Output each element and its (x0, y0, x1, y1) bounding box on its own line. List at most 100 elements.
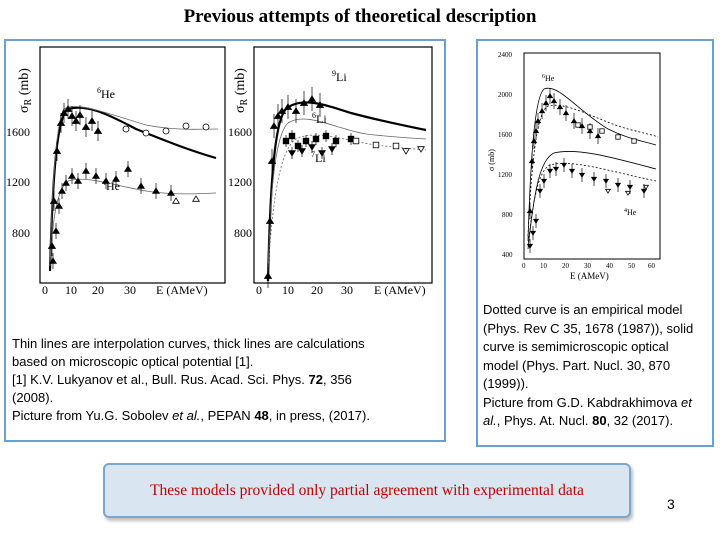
data-point-6he (550, 97, 558, 104)
data-point-4he (67, 172, 77, 179)
data-point-6he (63, 105, 73, 112)
panel-a-thin-curve-4he (49, 178, 217, 267)
data-point-7li-open (416, 146, 426, 153)
data-point-6li (288, 132, 296, 140)
data-point-7li (307, 144, 317, 151)
right-solid-curve-6he (527, 87, 657, 242)
data-point-6li (312, 135, 320, 143)
slide-title: Previous attempts of theoretical descrip… (183, 6, 537, 27)
data-point-6li (294, 142, 302, 150)
data-point-6he (93, 127, 103, 134)
panel-b-ytick: 800 (234, 226, 252, 240)
data-point-6he (528, 157, 536, 164)
panel-a-ylabel: σR (mb) (17, 68, 34, 113)
panel-a-ytick: 800 (12, 226, 30, 240)
data-point-6he (570, 117, 578, 124)
right-solid-curve-4he (527, 150, 657, 250)
data-point-6he (556, 103, 564, 110)
data-point-6he (526, 207, 534, 214)
panel-a-xtick: 30 (124, 283, 136, 297)
right-label-6he: 6He (542, 74, 555, 83)
panel-a-xtick: 0 (42, 283, 48, 297)
data-point-6he (562, 109, 570, 116)
data-point-6he (586, 127, 594, 134)
data-point-6he-open (162, 127, 170, 135)
panel-b-label-7li: 7Li (311, 150, 326, 165)
right-xtick: 20 (562, 262, 570, 270)
data-point-6he (67, 112, 77, 119)
data-point-4he (526, 243, 534, 249)
data-point-4he (61, 179, 71, 186)
right-plot-frame (523, 52, 661, 260)
caption-line: al., Phys. At. Nucl. 80, 32 (2017). (483, 413, 674, 428)
conclusion-text: These models provided only partial agree… (150, 482, 584, 499)
panel-a-frame (39, 46, 226, 284)
data-point-6he (578, 122, 586, 129)
right-points (526, 88, 650, 253)
right-xlabel: E (AMeV) (570, 271, 609, 281)
right-dotted-curve-4he (527, 162, 657, 247)
data-point-4he (626, 184, 634, 190)
caption-line: based on microscopic optical potential [… (12, 354, 254, 369)
data-point-4he (552, 166, 560, 172)
data-point-6li-open (352, 137, 360, 145)
panel-a-xtick: 20 (92, 283, 104, 297)
data-point-4he-open (642, 184, 650, 190)
right-ytick: 400 (502, 251, 513, 259)
page-number: 3 (667, 496, 675, 512)
panel-a-ytick: 1200 (6, 175, 30, 189)
data-point-4he (640, 188, 648, 194)
data-point-6he (47, 242, 57, 249)
data-point-4he-open (604, 188, 612, 194)
right-ytick: 1200 (498, 171, 513, 179)
panel-a-label-6he: 6He (97, 86, 115, 101)
data-point-7li (297, 148, 307, 155)
data-point-4he (151, 187, 161, 194)
right-xtick: 60 (648, 262, 656, 270)
data-point-6li (322, 132, 330, 140)
data-point-4he (536, 188, 544, 194)
data-point-4he (532, 218, 540, 224)
data-point-6he-open (122, 125, 130, 133)
data-point-4he (123, 165, 133, 172)
panel-a-xlabel: E (AMeV) (156, 283, 208, 297)
data-point-4he (560, 162, 568, 168)
data-point-4he-open (171, 197, 181, 204)
data-point-4he (578, 172, 586, 178)
data-point-4he (54, 202, 64, 209)
right-ytick: 1600 (498, 131, 513, 139)
panel-b-ytick: 1600 (228, 125, 252, 139)
panel-b-xtick: 20 (311, 283, 323, 297)
data-point-6he-open (587, 124, 593, 130)
caption-line: [1] K.V. Lukyanov et al., Bull. Rus. Aca… (12, 372, 352, 387)
caption-line: curve is semimicroscopic optical (483, 339, 669, 354)
panel-b-ylabel: σR (mb) (233, 68, 250, 113)
data-point-6he (75, 111, 85, 118)
data-point-6he (538, 107, 546, 114)
caption-line: (Phys. Rev C 35, 1678 (1987)), solid (483, 320, 694, 336)
data-point-6he (81, 123, 91, 130)
panel-a-points (47, 99, 210, 269)
panel-b-thick-curve-9li (266, 101, 427, 282)
panel-b-label-9li: 9Li (332, 69, 347, 84)
data-point-4he (73, 177, 83, 184)
right-caption: Dotted curve is an empirical model (Phys… (483, 301, 703, 431)
right-ylabel: σ (mb) (487, 149, 496, 171)
right-figure-panel (476, 39, 714, 447)
data-point-6he-open (615, 134, 621, 140)
panel-a-xtick: 10 (65, 283, 77, 297)
panel-b-thin-curve-6li (267, 118, 427, 277)
data-point-6he (49, 197, 59, 204)
caption-line: Picture from G.D. Kabdrakhimova et (483, 394, 692, 410)
data-point-4he (57, 187, 67, 194)
data-point-4he (602, 178, 610, 184)
data-point-6he (52, 147, 62, 154)
data-point-4he (81, 167, 91, 174)
caption-line: model (Phys. Part. Nucl. 30, 870 (483, 357, 671, 373)
caption-line: (1999)). (483, 376, 529, 391)
data-point-6li-open (392, 142, 400, 150)
data-point-9li (273, 112, 283, 119)
data-point-6he (59, 109, 69, 116)
data-point-6he (87, 117, 97, 124)
caption-line: Dotted curve is an empirical model (483, 302, 683, 317)
